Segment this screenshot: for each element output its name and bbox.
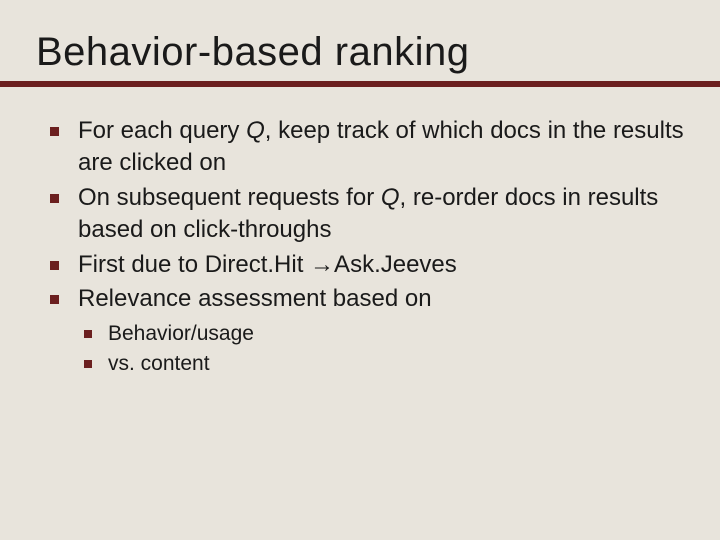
bullet-list: For each query Q, keep track of which do…	[42, 115, 684, 378]
bullet-item: On subsequent requests for Q, re-order d…	[42, 182, 684, 247]
bullet-text-em: Q	[381, 184, 400, 211]
bullet-text-pre: For each query	[78, 117, 246, 144]
bullet-text: Relevance assessment based on	[78, 285, 432, 312]
bullet-text: First due to Direct.Hit →Ask.Jeeves	[78, 251, 457, 278]
bullet-item: First due to Direct.Hit →Ask.Jeeves	[42, 249, 684, 281]
slide: Behavior-based ranking For each query Q,…	[0, 0, 720, 540]
title-rule	[0, 81, 720, 87]
bullet-text-pre: On subsequent requests for	[78, 184, 381, 211]
sub-bullet-list: Behavior/usage vs. content	[78, 319, 684, 378]
bullet-text-em: Q	[246, 117, 265, 144]
bullet-item: For each query Q, keep track of which do…	[42, 115, 684, 180]
bullet-item: Relevance assessment based on Behavior/u…	[42, 283, 684, 378]
slide-title: Behavior-based ranking	[36, 30, 684, 75]
sub-bullet-text: vs. content	[108, 352, 210, 375]
sub-bullet-text: Behavior/usage	[108, 322, 254, 345]
rule-container	[0, 81, 720, 87]
sub-bullet-item: vs. content	[78, 349, 684, 378]
sub-bullet-item: Behavior/usage	[78, 319, 684, 348]
